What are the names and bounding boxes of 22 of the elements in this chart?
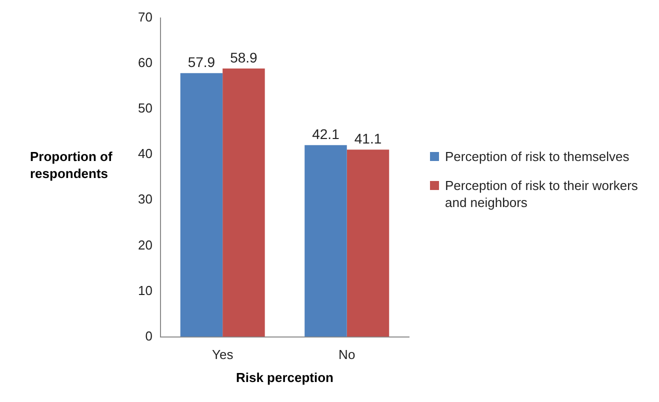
x-axis-title: Risk perception (236, 370, 334, 385)
bar (222, 68, 265, 337)
data-label: 42.1 (312, 126, 340, 142)
y-tick-label: 0 (145, 328, 152, 344)
data-label: 58.9 (230, 49, 258, 66)
data-label: 41.1 (354, 130, 382, 146)
legend-label: Perception of risk to their workers and neighbors (445, 177, 639, 211)
bar (180, 73, 223, 337)
x-tick-label: Yes (212, 347, 234, 362)
y-tick-label: 10 (138, 282, 152, 298)
bar (346, 150, 390, 337)
data-label: 57.9 (188, 54, 216, 70)
y-tick-label: 30 (138, 192, 152, 207)
y-tick-label: 60 (138, 55, 152, 70)
y-tick-label: 70 (138, 10, 152, 25)
bar (304, 145, 347, 337)
y-tick-label: 20 (138, 237, 152, 252)
x-tick-label: No (338, 347, 356, 362)
y-tick-label: 50 (138, 100, 152, 116)
legend-label: Perception of risk to themselves (445, 148, 630, 165)
y-tick-label: 40 (138, 146, 152, 162)
y-axis-title: Proportion of respondents (30, 149, 112, 181)
